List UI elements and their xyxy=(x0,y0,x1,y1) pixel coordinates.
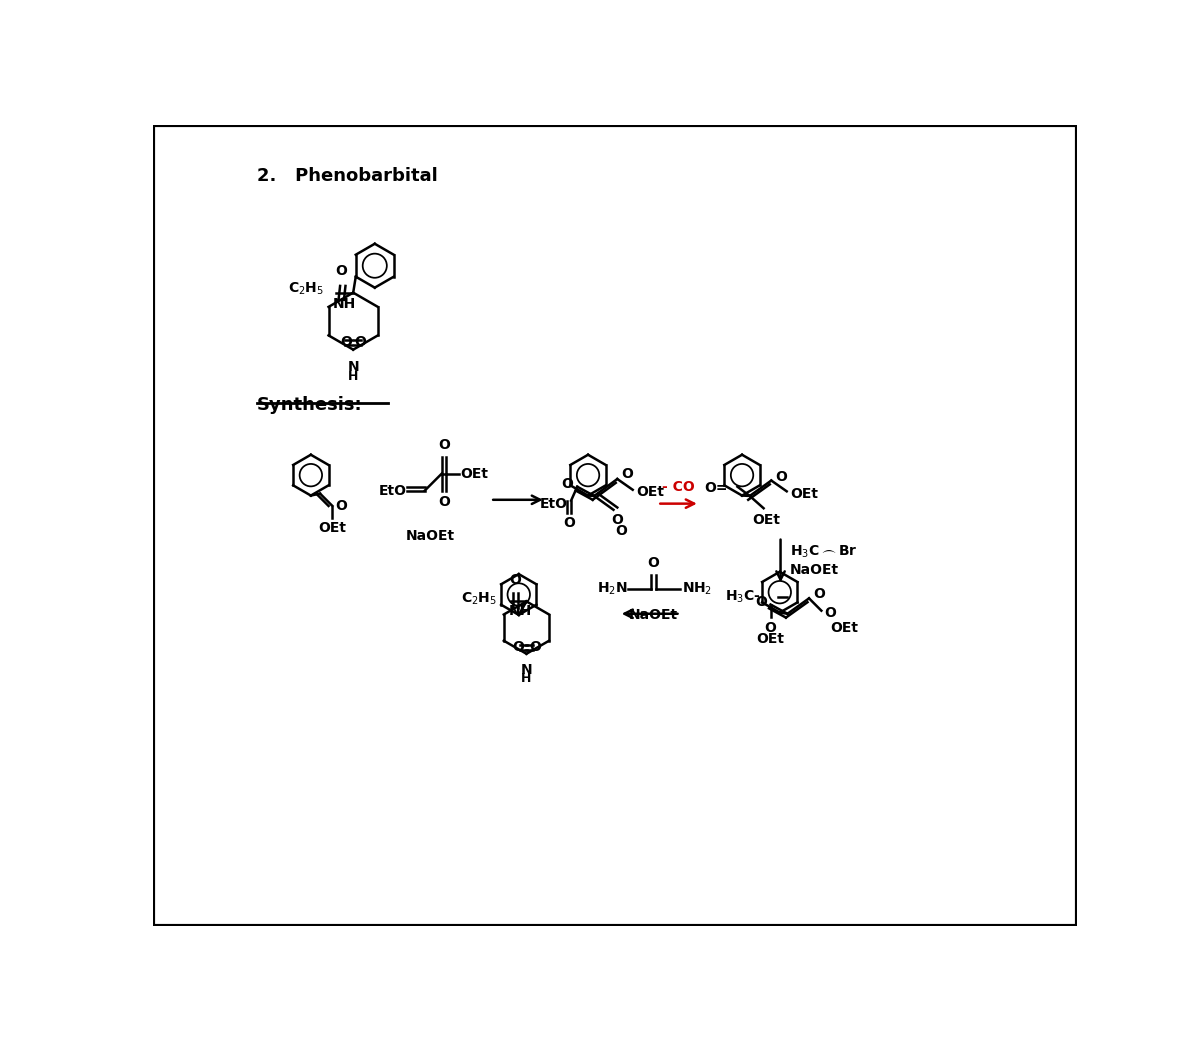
Text: OEt: OEt xyxy=(790,487,817,500)
Text: O: O xyxy=(622,467,634,482)
Text: O=: O= xyxy=(704,482,728,495)
Text: NH: NH xyxy=(509,604,532,619)
Text: O: O xyxy=(341,335,353,348)
Text: O: O xyxy=(512,641,524,654)
Text: OEt: OEt xyxy=(318,521,347,536)
Text: O: O xyxy=(563,516,575,530)
Text: N: N xyxy=(521,664,533,677)
Text: OEt: OEt xyxy=(756,632,785,646)
Text: O: O xyxy=(616,524,628,538)
Text: O: O xyxy=(438,438,450,452)
Text: H$_2$N: H$_2$N xyxy=(598,581,628,597)
Text: O: O xyxy=(648,555,660,570)
Text: O: O xyxy=(438,495,450,510)
Text: O: O xyxy=(824,606,836,620)
Text: NaOEt: NaOEt xyxy=(406,529,455,543)
Text: O: O xyxy=(354,335,366,348)
Text: O: O xyxy=(812,588,824,601)
Text: C$_2$H$_5$: C$_2$H$_5$ xyxy=(288,281,324,297)
Text: O: O xyxy=(755,595,767,609)
Text: O: O xyxy=(336,499,347,513)
Text: NaOEt: NaOEt xyxy=(790,563,839,577)
Text: H$_3$C$\frown$Br: H$_3$C$\frown$Br xyxy=(790,544,857,561)
Text: OEt: OEt xyxy=(830,622,858,635)
Text: O: O xyxy=(509,573,521,588)
Text: NaOEt: NaOEt xyxy=(629,607,678,622)
Text: OEt: OEt xyxy=(461,467,488,480)
Text: Synthesis:: Synthesis: xyxy=(257,396,362,414)
Text: O: O xyxy=(611,513,623,527)
Text: O: O xyxy=(529,641,541,654)
Text: - CO: - CO xyxy=(662,479,695,494)
Text: O: O xyxy=(560,477,572,491)
Text: C$_2$H$_5$: C$_2$H$_5$ xyxy=(461,590,497,606)
Text: OEt: OEt xyxy=(636,485,665,499)
Text: 2.   Phenobarbital: 2. Phenobarbital xyxy=(257,167,438,185)
Text: EtO: EtO xyxy=(539,497,568,511)
Text: EtO: EtO xyxy=(379,484,407,497)
Text: NH: NH xyxy=(334,296,356,311)
Text: O: O xyxy=(775,470,787,484)
Text: O: O xyxy=(335,264,347,279)
Text: H: H xyxy=(348,369,359,383)
Text: O: O xyxy=(764,622,776,635)
Text: OEt: OEt xyxy=(752,513,781,527)
Text: NH$_2$: NH$_2$ xyxy=(682,581,712,597)
Text: H$_3$C-: H$_3$C- xyxy=(725,589,761,605)
Text: N: N xyxy=(347,360,359,373)
Text: H: H xyxy=(521,672,532,685)
